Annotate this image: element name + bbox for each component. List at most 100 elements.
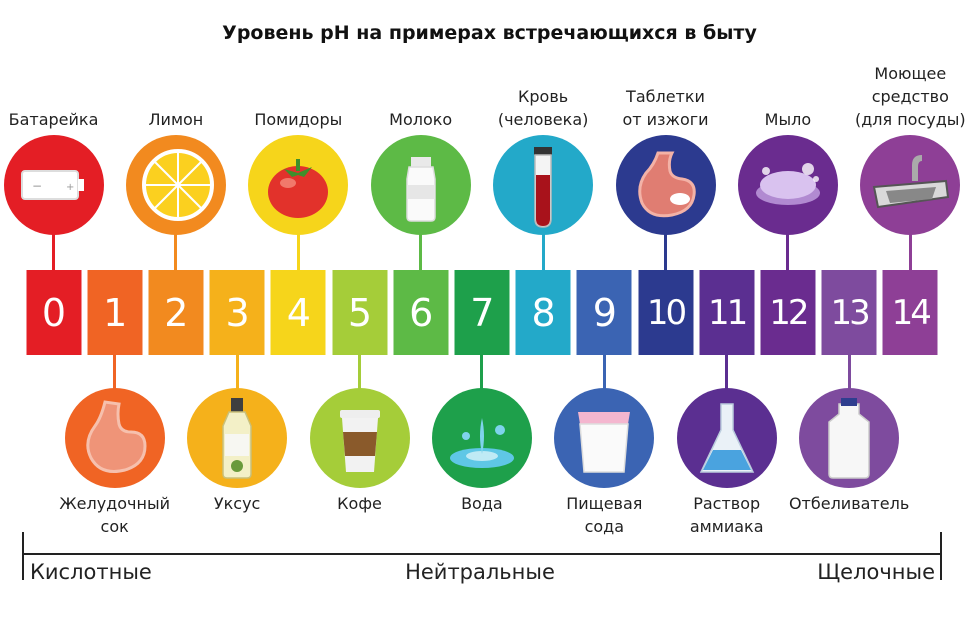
ph-box-13: 13: [821, 270, 877, 355]
circle-battery: − +: [3, 135, 104, 235]
label-stomach: Желудочный сок: [59, 492, 170, 538]
stem-stomach: [113, 354, 117, 400]
label-lemon: Лимон: [149, 108, 204, 131]
circle-flask: [676, 388, 777, 488]
stomach-icon: [86, 400, 147, 473]
scale-label-alkaline: Щелочные: [817, 560, 935, 584]
label-line: Молоко: [389, 110, 453, 129]
circle-baking-soda: [554, 388, 655, 488]
label-line: Моющее: [874, 64, 947, 83]
sink-icon: [873, 155, 950, 209]
stem-milk-bottle: [419, 225, 423, 271]
circle-soap: [737, 135, 838, 235]
stem-flask: [725, 354, 729, 400]
scale-axis-line: [22, 553, 942, 555]
label-milk-bottle: Молоко: [389, 108, 452, 131]
stomach-pill-icon: [637, 151, 696, 218]
ph-box-4: 4: [270, 270, 326, 355]
circle-sink: [860, 135, 961, 235]
stem-sink: [908, 225, 912, 271]
stem-coffee-cup: [358, 354, 361, 400]
ph-box-2: 2: [148, 270, 204, 355]
lemon-icon: [141, 149, 214, 221]
circle-milk-bottle: [370, 135, 471, 235]
stem-battery: [52, 225, 55, 271]
label-line: Лимон: [148, 110, 204, 129]
label-line: (для посуды): [854, 110, 966, 129]
label-line: от изжоги: [622, 110, 709, 129]
stem-water-splash: [480, 354, 484, 400]
svg-text:+: +: [66, 182, 74, 193]
circle-vinegar-bottle: [187, 388, 288, 488]
coffee-cup-icon: [339, 410, 380, 472]
label-line: Уксус: [213, 494, 261, 513]
circle-lemon: [125, 135, 226, 235]
circle-stomach: [64, 388, 165, 488]
ph-box-3: 3: [209, 270, 265, 355]
vinegar-bottle-icon: [222, 398, 252, 479]
stem-stomach-pill: [664, 225, 667, 271]
ph-box-12: 12: [760, 270, 816, 355]
label-water-splash: Вода: [461, 492, 503, 515]
circle-bleach-jug: [799, 388, 900, 488]
label-bleach-jug: Отбеливатель: [789, 492, 909, 515]
stem-blood-test-tube: [541, 225, 545, 271]
page-title: Уровень pH на примерах встречающихся в б…: [222, 22, 757, 44]
scale-label-neutral: Нейтральные: [405, 560, 555, 584]
label-line: Кофе: [337, 494, 382, 513]
label-flask: Раствор аммиака: [690, 492, 764, 538]
water-splash-icon: [449, 418, 514, 468]
svg-text:−: −: [32, 179, 42, 193]
ph-box-11: 11: [699, 270, 755, 355]
label-line: Раствор: [693, 494, 761, 513]
label-line: сок: [100, 517, 129, 536]
label-battery: Батарейка: [9, 108, 99, 131]
label-sink: Моющее средство (для посуды): [855, 62, 966, 131]
ph-box-7: 7: [454, 270, 510, 355]
flask-icon: [699, 403, 754, 473]
label-baking-soda: Пищевая сода: [566, 492, 642, 538]
label-line: (человека): [497, 110, 589, 129]
circle-stomach-pill: [615, 135, 716, 235]
circle-blood-test-tube: [493, 135, 594, 235]
label-line: Желудочный: [59, 494, 170, 513]
label-blood-test-tube: Кровь (человека): [498, 85, 589, 131]
label-coffee-cup: Кофе: [337, 492, 382, 515]
stem-vinegar-bottle: [235, 354, 239, 400]
label-line: Помидоры: [254, 110, 343, 129]
ph-box-1: 1: [87, 270, 143, 355]
stem-tomato: [296, 225, 300, 271]
label-line: Батарейка: [8, 110, 99, 129]
label-line: Пищевая: [566, 494, 643, 513]
soap-icon: [755, 163, 820, 205]
circle-tomato: [248, 135, 349, 235]
stem-soap: [786, 225, 790, 271]
ph-box-0: 0: [26, 270, 81, 355]
circle-coffee-cup: [309, 388, 410, 488]
battery-icon: − +: [20, 170, 84, 200]
label-soap: Мыло: [765, 108, 811, 131]
ph-box-6: 6: [393, 270, 449, 355]
label-line: Кровь: [518, 87, 569, 106]
label-line: средство: [871, 87, 949, 106]
stem-baking-soda: [602, 354, 606, 400]
ph-box-9: 9: [576, 270, 632, 355]
label-line: сода: [584, 517, 625, 536]
label-stomach-pill: Таблетки от изжоги: [622, 85, 708, 131]
tomato-icon: [268, 159, 329, 218]
label-tomato: Помидоры: [254, 108, 342, 131]
baking-soda-icon: [578, 412, 631, 473]
ph-box-8: 8: [515, 270, 571, 355]
bleach-jug-icon: [828, 398, 870, 479]
milk-bottle-icon: [405, 157, 436, 222]
label-vinegar-bottle: Уксус: [214, 492, 260, 515]
scale-axis-right-tick: [940, 532, 942, 580]
stem-bleach-jug: [847, 354, 851, 400]
stem-lemon: [174, 225, 178, 271]
ph-box-5: 5: [332, 270, 387, 355]
label-line: аммиака: [689, 517, 764, 536]
scale-axis-left-tick: [22, 532, 24, 580]
ph-box-10: 10: [638, 270, 693, 355]
blood-test-tube-icon: [534, 147, 553, 228]
